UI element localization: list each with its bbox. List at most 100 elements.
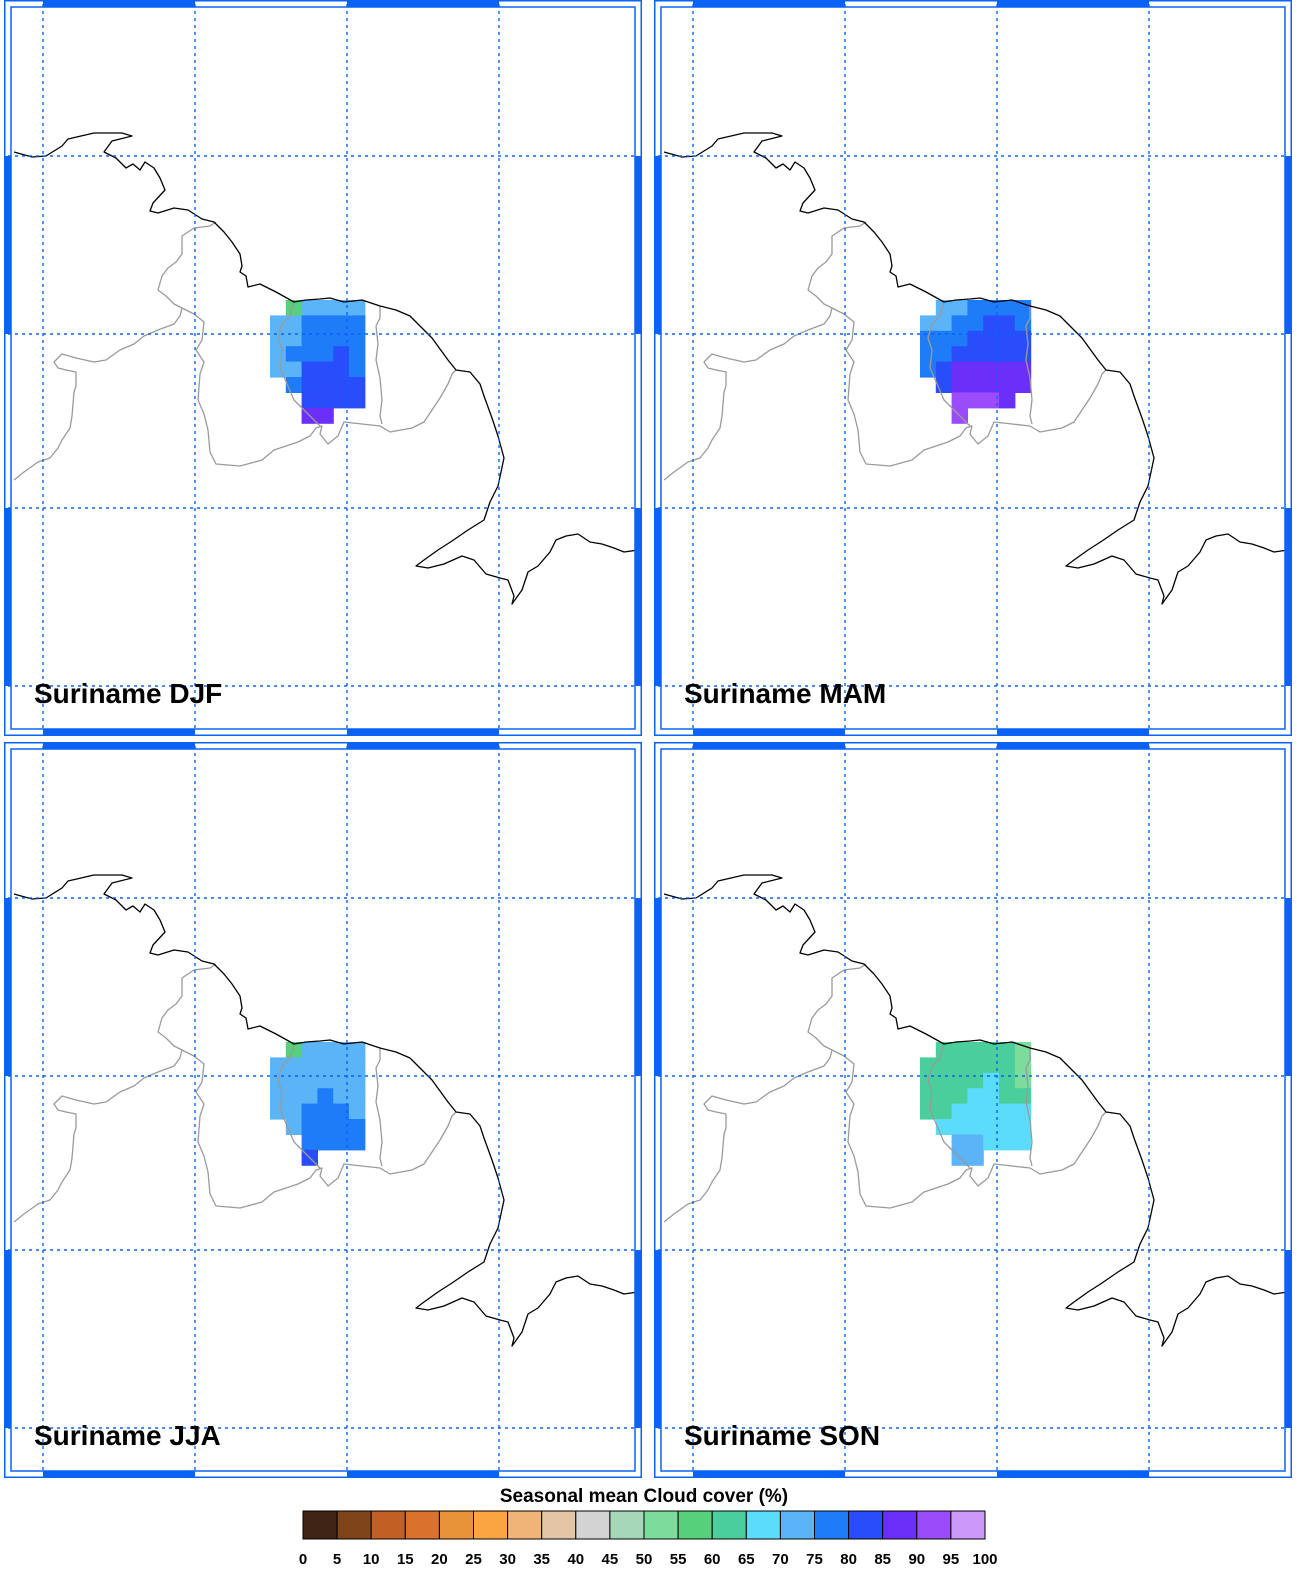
- frame-bars: [4, 742, 642, 1478]
- grid-cell: [999, 377, 1016, 393]
- colorbar-box: [950, 1510, 986, 1540]
- grid-cell: [999, 1119, 1016, 1135]
- grid-cell: [333, 1072, 350, 1089]
- grid-cell: [920, 1088, 937, 1105]
- grid-cell: [951, 392, 968, 409]
- colorbar-tick-label: 80: [840, 1551, 857, 1568]
- colorbar-box: [711, 1510, 747, 1540]
- grid-cell: [983, 361, 1000, 378]
- grid-cell: [333, 330, 350, 347]
- cloud-cover-cells: [270, 300, 366, 424]
- grid-cell: [920, 1103, 937, 1120]
- colorbar-box: [575, 1510, 611, 1540]
- grid-cell: [349, 1057, 366, 1074]
- colorbar-box: [302, 1510, 338, 1540]
- grid-cell: [999, 330, 1016, 347]
- grid-cell: [935, 1103, 953, 1120]
- grid-cell: [317, 1042, 334, 1058]
- country-borders: [13, 963, 457, 1223]
- colorbar-tick-label: 30: [499, 1551, 516, 1568]
- grid-cell: [317, 407, 334, 424]
- coastline: [13, 874, 639, 1347]
- colorbar-box: [609, 1510, 645, 1540]
- grid-cell: [349, 1088, 366, 1105]
- grid-cell: [999, 315, 1016, 332]
- frame-bar: [1285, 508, 1292, 686]
- grid-cell: [317, 392, 334, 409]
- frame-bar: [693, 1471, 845, 1478]
- grid-cell: [301, 346, 318, 363]
- frame-bar: [635, 1250, 642, 1428]
- map-panel-jja: Suriname JJA: [4, 742, 642, 1478]
- inner-frame: [10, 748, 636, 1472]
- frame-bar: [43, 0, 195, 7]
- grid-cell: [285, 1103, 303, 1120]
- grid-cell: [285, 361, 303, 378]
- frame-bars: [654, 0, 1292, 736]
- frame-bar: [997, 742, 1149, 749]
- grid-cell: [999, 1072, 1016, 1089]
- outer-frame: [4, 742, 642, 1478]
- grid-cell: [920, 1057, 937, 1074]
- grid-cell: [301, 300, 318, 316]
- grid-cell: [301, 330, 318, 347]
- grid-cell: [983, 1088, 1000, 1105]
- grid-cell: [983, 1134, 1000, 1151]
- colorbar-tick-label: 0: [299, 1551, 307, 1568]
- grid-cell: [999, 1042, 1016, 1058]
- grid-cell: [999, 361, 1016, 378]
- frame-bar: [693, 742, 845, 749]
- frame-bar: [997, 729, 1149, 736]
- grid-cell: [349, 300, 366, 316]
- colorbar-tick-label: 70: [772, 1551, 789, 1568]
- colorbar-tick-label: 50: [636, 1551, 653, 1568]
- grid-cell: [951, 1134, 968, 1151]
- grid-cell: [301, 1134, 318, 1151]
- frame-bar: [43, 729, 195, 736]
- frame-bar: [654, 156, 661, 334]
- grid-cell: [967, 361, 984, 378]
- country-borders: [13, 221, 457, 481]
- grid-cell: [935, 330, 953, 347]
- colorbar-tick-label: 20: [431, 1551, 448, 1568]
- grid-cell: [333, 300, 350, 316]
- frame-bar: [4, 156, 11, 334]
- grid-cell: [270, 1088, 287, 1105]
- grid-cell: [1014, 1088, 1032, 1105]
- grid-cell: [349, 1119, 366, 1135]
- grid-cell: [1014, 1119, 1032, 1135]
- map-panels: Suriname DJF Suriname MAM Suriname JJA Suri…: [4, 0, 1292, 1478]
- grid-cell: [983, 346, 1000, 363]
- grid-cell: [967, 346, 984, 363]
- grid-cell: [951, 1057, 968, 1074]
- frame-bar: [4, 508, 11, 686]
- grid-cell: [333, 1119, 350, 1135]
- grid-cell: [1014, 315, 1032, 332]
- colorbar-tick-label: 25: [465, 1551, 482, 1568]
- grid-cell: [349, 1103, 366, 1120]
- grid-cell: [317, 346, 334, 363]
- frame-bar: [347, 742, 499, 749]
- frame-bar: [997, 1471, 1149, 1478]
- grid-cell: [935, 1088, 953, 1105]
- colorbar-box: [814, 1510, 850, 1540]
- grid-cell: [285, 315, 303, 332]
- grid-cell: [935, 1057, 953, 1074]
- grid-cell: [333, 1134, 350, 1151]
- grid-cell: [317, 1103, 334, 1120]
- frame-bar: [43, 742, 195, 749]
- grid-cell: [349, 346, 366, 363]
- grid-cell: [1014, 1072, 1032, 1089]
- grid-cell: [317, 330, 334, 347]
- frame-bar: [1285, 898, 1292, 1076]
- grid-cell: [270, 1103, 287, 1120]
- grid-cell: [999, 1103, 1016, 1120]
- colorbar-tick-label: 40: [567, 1551, 584, 1568]
- grid-cell: [301, 377, 318, 393]
- grid-cell: [301, 1119, 318, 1135]
- grid-cell: [285, 300, 303, 316]
- map-panel-mam: Suriname MAM: [654, 0, 1292, 736]
- grid-cell: [935, 361, 953, 378]
- colorbar-box: [643, 1510, 679, 1540]
- grid-cell: [285, 330, 303, 347]
